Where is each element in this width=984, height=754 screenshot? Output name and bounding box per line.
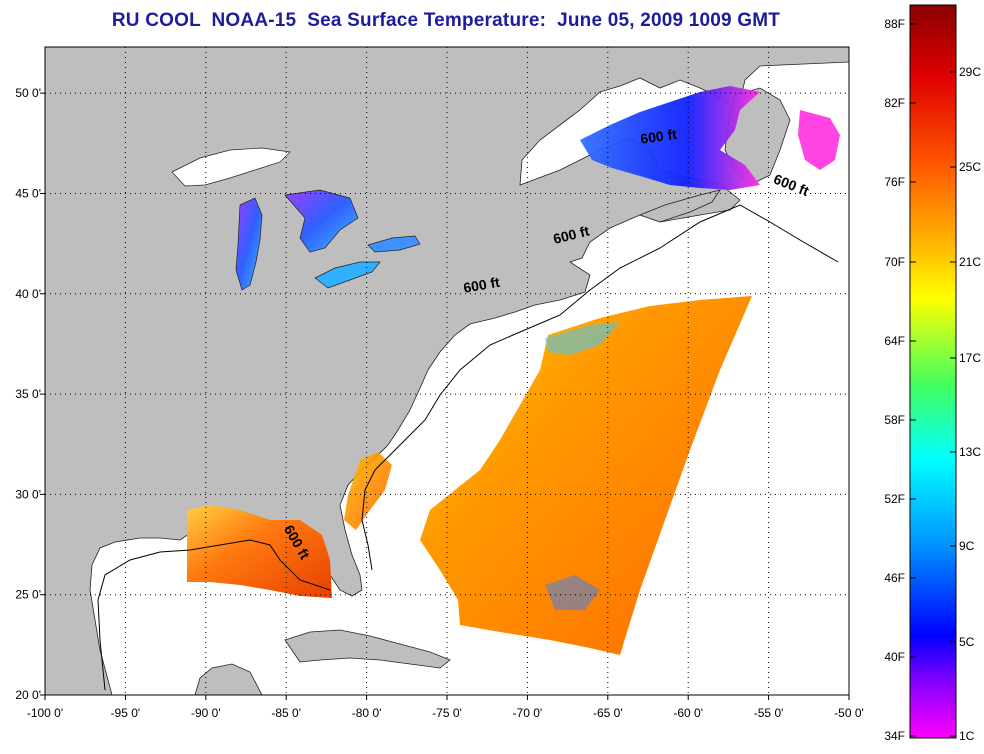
- axis-ticks: -100 0' -95 0' -90 0' -85 0' -80 0' -75 0' -70…: [15, 86, 863, 720]
- colorbar-label-f: 46F: [884, 571, 905, 585]
- lon-tick-label: -60 0': [673, 706, 703, 720]
- lake-superior: [171, 147, 291, 187]
- colorbar-label-f: 64F: [884, 334, 905, 348]
- colorbar-label-f: 40F: [884, 650, 905, 664]
- yucatan-land: [194, 663, 263, 695]
- colorbar-label-c: 25C: [959, 160, 981, 174]
- colorbar-label-f: 76F: [884, 175, 905, 189]
- map-layers: [45, 47, 849, 695]
- colorbar-label-c: 21C: [959, 255, 981, 269]
- nova-scotia-land: [638, 189, 721, 223]
- colorbar-labels: 88F 82F 76F 70F 64F 58F 52F 46F 40F 34F 29C 25C 21C 1…: [884, 17, 981, 743]
- gulf-st-lawrence-sst: [580, 86, 760, 190]
- colorbar-label-c: 1C: [959, 729, 975, 743]
- lat-tick-label: 40 0': [15, 287, 41, 301]
- colorbar-label-c: 13C: [959, 445, 981, 459]
- colorbar-label-f: 70F: [884, 255, 905, 269]
- lon-tick-label: -70 0': [513, 706, 543, 720]
- lon-tick-label: -55 0': [754, 706, 784, 720]
- colorbar-label-c: 29C: [959, 65, 981, 79]
- lake-erie: [314, 261, 381, 289]
- atlantic-cool-patch: [545, 322, 620, 355]
- map-title: RU COOL NOAA-15 Sea Surface Temperature:…: [111, 10, 781, 31]
- cuba-land: [284, 629, 451, 669]
- lat-tick-label: 30 0': [15, 487, 41, 501]
- isobath-label: 600 ft: [639, 126, 678, 147]
- colorbar-label-f: 88F: [884, 17, 905, 31]
- lake-huron: [284, 189, 359, 253]
- colorbar-label-f: 52F: [884, 492, 905, 506]
- atlantic-cool-patch-2: [545, 575, 600, 610]
- lon-tick-label: -100 0': [27, 706, 63, 720]
- lake-ontario: [367, 235, 421, 253]
- colorbar-label-f: 58F: [884, 413, 905, 427]
- colorbar-label-c: 17C: [959, 351, 981, 365]
- lon-tick-label: -75 0': [432, 706, 462, 720]
- lon-tick-label: -95 0': [111, 706, 141, 720]
- lon-tick-label: -80 0': [352, 706, 382, 720]
- lat-tick-label: 45 0': [15, 186, 41, 200]
- atlantic-sst-swath: [420, 296, 752, 655]
- lon-tick-label: -90 0': [191, 706, 221, 720]
- isobath-label: 600 ft: [462, 274, 501, 296]
- colorbar-label-f: 34F: [884, 729, 905, 743]
- lon-tick-label: -65 0': [593, 706, 623, 720]
- isobath-600ft-line: [97, 204, 839, 691]
- colorbar: [909, 4, 957, 739]
- lake-michigan: [235, 197, 263, 291]
- colorbar-label-c: 9C: [959, 539, 975, 553]
- colorbar-label-f: 82F: [884, 96, 905, 110]
- lon-tick-label: -50 0': [834, 706, 864, 720]
- lat-tick-label: 35 0': [15, 387, 41, 401]
- lat-tick-label: 50 0': [15, 86, 41, 100]
- gulf-of-mexico-sst: [187, 505, 332, 598]
- se-coast-sst: [344, 452, 392, 530]
- lat-tick-label: 20 0': [15, 688, 41, 702]
- colorbar-label-c: 5C: [959, 635, 975, 649]
- lon-tick-label: -85 0': [271, 706, 301, 720]
- magenta-coast-sst: [798, 110, 840, 170]
- lat-tick-label: 25 0': [15, 588, 41, 602]
